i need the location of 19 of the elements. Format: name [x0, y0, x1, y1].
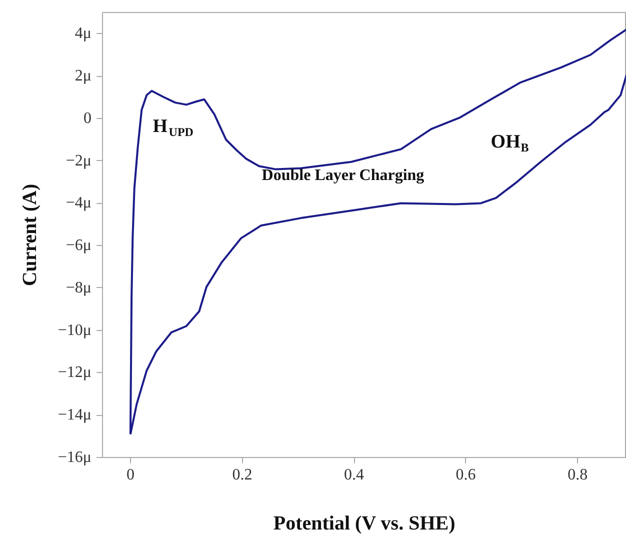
annotation: Double Layer Charging — [262, 166, 424, 184]
x-axis-title: Potential (V vs. SHE) — [273, 512, 456, 534]
y-axis-title: Current (A) — [18, 184, 41, 286]
y-tick-label: −16μ — [58, 449, 92, 466]
x-tick-label: 0.6 — [456, 466, 476, 484]
y-tick-label: 2μ — [74, 68, 92, 85]
y-tick-label: −6μ — [66, 237, 92, 254]
y-tick-label: −2μ — [66, 152, 92, 170]
y-tick-label: 0 — [84, 110, 92, 127]
y-tick-label: −10μ — [58, 322, 92, 339]
y-tick-label: −4μ — [66, 194, 92, 212]
y-tick-label: −14μ — [58, 406, 92, 424]
x-tick-label: 0.4 — [344, 466, 364, 484]
y-tick-label: 4μ — [74, 25, 92, 42]
x-tick-label: 0.8 — [568, 466, 588, 484]
y-tick-label: −12μ — [58, 364, 92, 382]
x-tick-label: 0 — [126, 466, 134, 484]
x-tick-label: 0.2 — [232, 466, 252, 484]
y-tick-label: −8μ — [66, 279, 92, 296]
